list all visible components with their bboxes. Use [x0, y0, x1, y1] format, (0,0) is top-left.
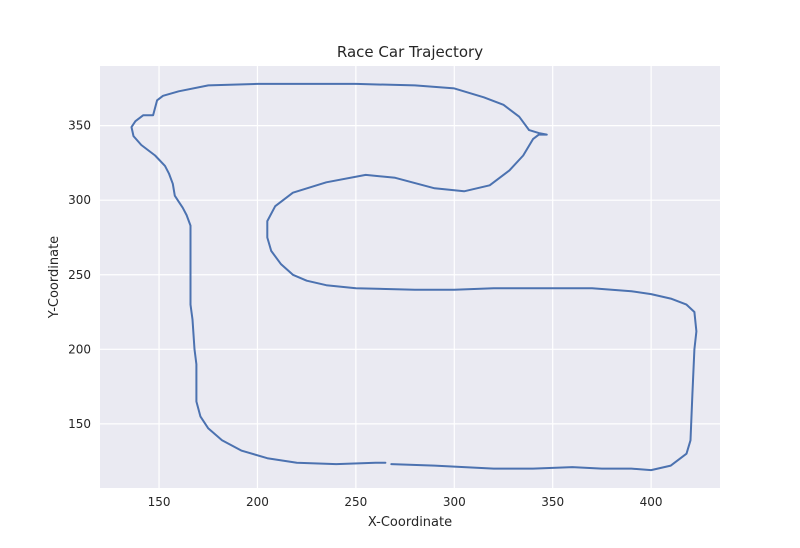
x-tick-labels: 150 200 250 300 350 400 — [148, 495, 663, 509]
y-axis-label: Y-Coordinate — [47, 236, 62, 319]
series-group — [130, 82, 698, 472]
x-tick-label: 300 — [443, 495, 466, 509]
x-tick-label: 250 — [344, 495, 367, 509]
x-tick-label: 400 — [640, 495, 663, 509]
y-grid-lines — [100, 125, 720, 425]
x-tick-label: 200 — [246, 495, 269, 509]
x-tick-label: 150 — [148, 495, 171, 509]
y-tick-label: 150 — [68, 417, 91, 431]
x-axis-label: X-Coordinate — [368, 515, 452, 530]
trajectory-line — [130, 82, 698, 472]
y-tick-labels: 150 200 250 300 350 — [68, 119, 91, 431]
y-tick-label: 350 — [68, 119, 91, 133]
x-grid-lines — [158, 66, 652, 488]
y-tick-label: 200 — [68, 342, 91, 356]
y-tick-label: 250 — [68, 268, 91, 282]
y-tick-label: 300 — [68, 193, 91, 207]
chart-title: Race Car Trajectory — [337, 43, 483, 61]
plot-area — [100, 66, 720, 488]
x-tick-label: 350 — [541, 495, 564, 509]
